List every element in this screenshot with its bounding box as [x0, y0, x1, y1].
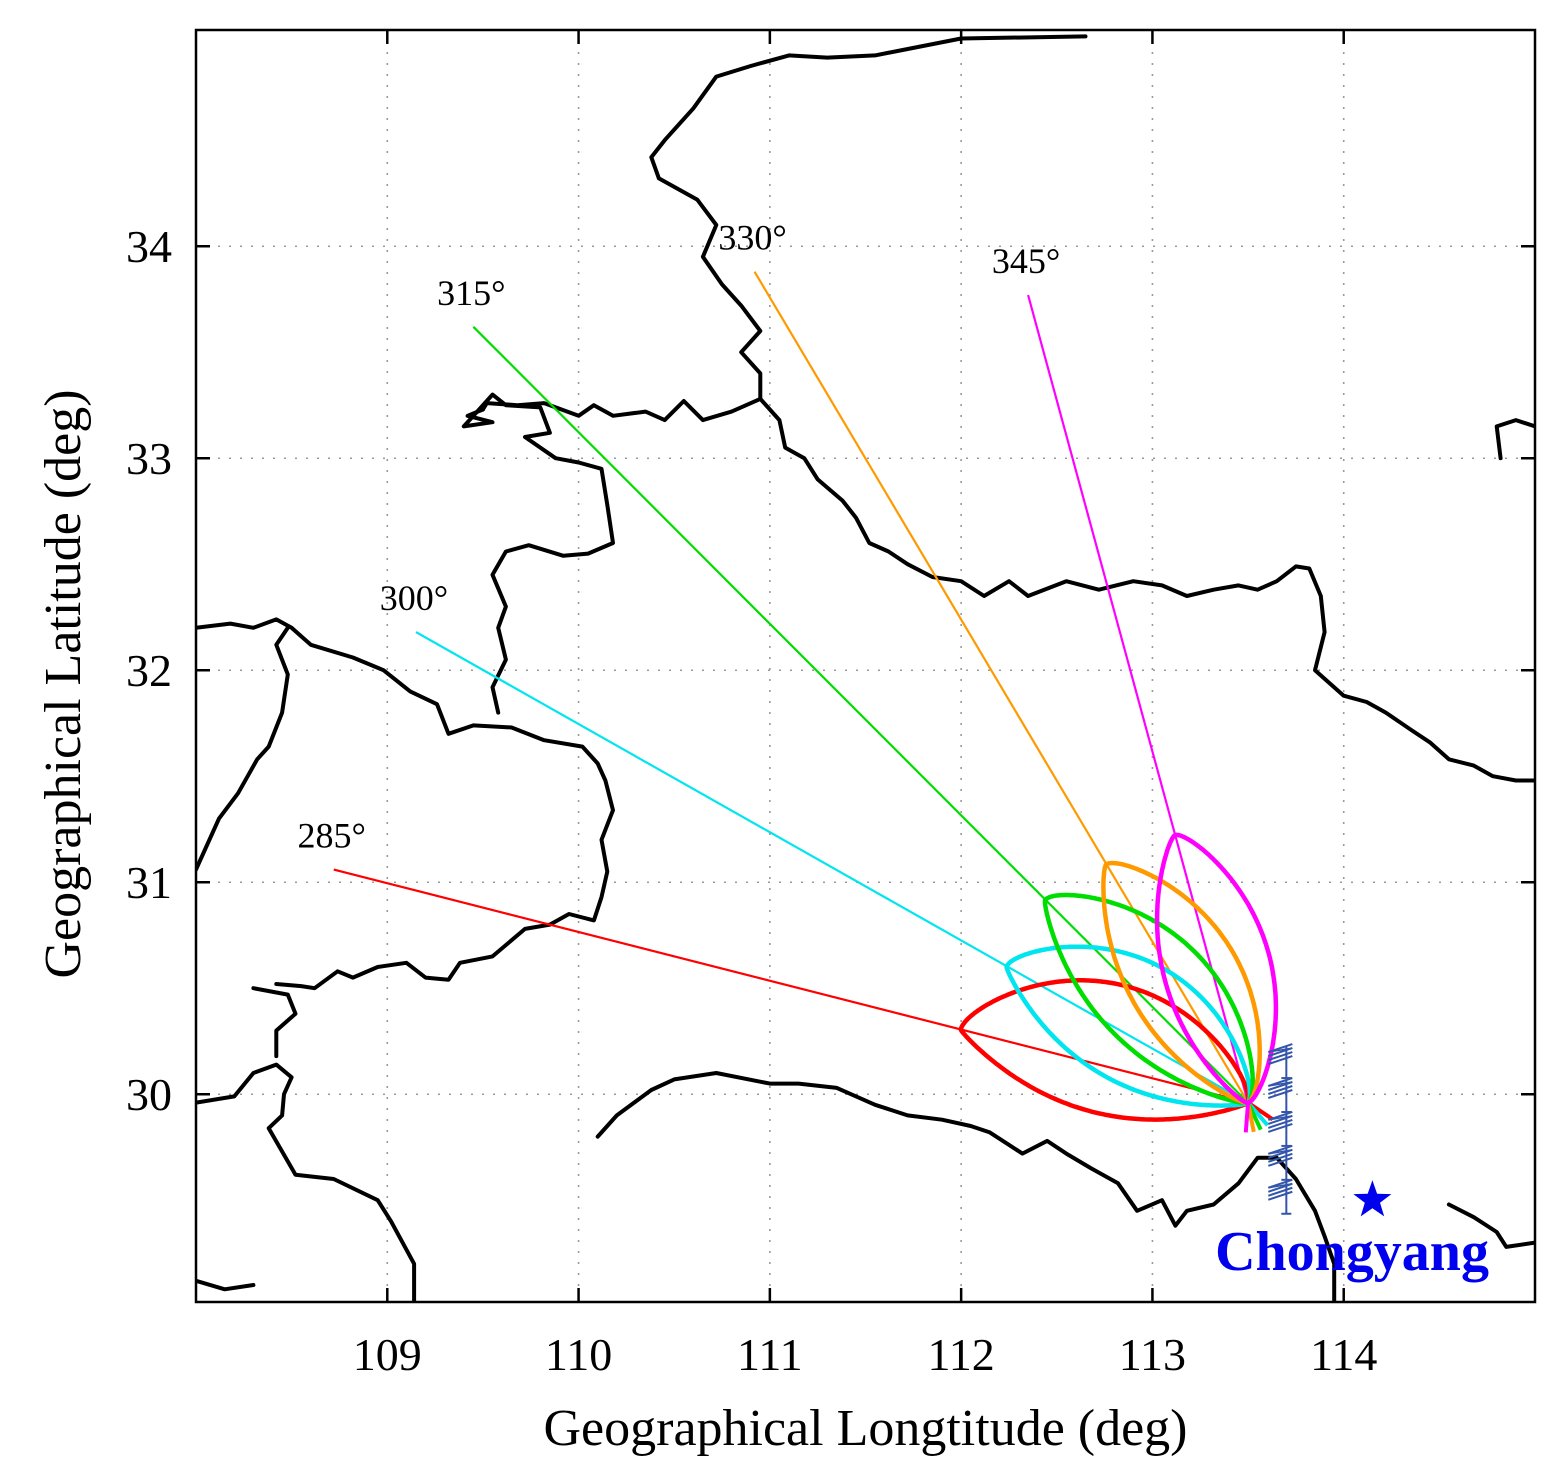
x-tick-label-1: 110 — [545, 1329, 612, 1380]
y-tick-label-1: 31 — [126, 857, 172, 908]
antenna-element-icon-1 — [1268, 1077, 1293, 1113]
beam-label-300: 300° — [380, 578, 448, 618]
province-border-3 — [196, 625, 290, 872]
province-border-7 — [649, 34, 1088, 401]
province-border-4 — [461, 392, 615, 715]
y-tick-label-4: 34 — [126, 221, 172, 272]
province-border-9 — [1446, 1202, 1535, 1249]
beam-label-315: 315° — [437, 273, 505, 313]
province-borders — [196, 34, 1535, 1302]
province-border-1 — [251, 986, 298, 1059]
beam-lobe-330 — [1101, 860, 1262, 1106]
x-axis-title: Geographical Longtitude (deg) — [544, 1400, 1188, 1457]
beam-lobe-300 — [1004, 944, 1253, 1108]
star-icon — [1353, 1180, 1392, 1217]
x-tick-label-5: 114 — [1310, 1329, 1377, 1380]
beam-backlobe-345 — [1243, 1102, 1251, 1133]
province-border-6 — [1494, 418, 1535, 461]
province-border-5 — [480, 396, 1535, 783]
y-axis-title: Geographical Latitude (deg) — [35, 389, 92, 978]
province-border-2 — [196, 617, 615, 991]
x-tick-label-4: 113 — [1119, 1329, 1186, 1380]
y-tick-label-0: 30 — [126, 1069, 172, 1120]
beam-label-285: 285° — [298, 816, 366, 856]
province-border-0 — [196, 1062, 417, 1302]
axis-ticks: 109 110 111 112 113 114 30 31 32 33 34 — [126, 30, 1535, 1380]
antenna-element-icon-3 — [1268, 1144, 1293, 1181]
beam-label-345: 345° — [992, 241, 1060, 281]
station-name-label: Chongyang — [1215, 1221, 1489, 1283]
plot-frame — [194, 28, 1537, 1304]
beam-labels: 285° 300° 315° 330° 345° — [298, 218, 1061, 856]
antenna-element-icon-0 — [1268, 1043, 1293, 1080]
y-tick-label-2: 32 — [126, 645, 172, 696]
beam-lobe-315 — [1042, 892, 1256, 1106]
y-tick-label-3: 33 — [126, 433, 172, 484]
beam-line-330 — [753, 271, 1250, 1104]
beam-lines — [333, 271, 1250, 1104]
grid-lines — [196, 30, 1535, 1302]
station-marker: Chongyang — [1215, 1180, 1489, 1283]
beam-lobe-285 — [958, 978, 1251, 1122]
x-tick-label-2: 111 — [737, 1329, 803, 1380]
province-border-10 — [196, 1278, 256, 1292]
x-tick-label-0: 109 — [353, 1329, 422, 1380]
antenna-element-icon-4 — [1268, 1178, 1293, 1215]
x-tick-label-3: 112 — [927, 1329, 994, 1380]
antenna-element-icon-2 — [1268, 1110, 1293, 1147]
beam-lobe-345 — [1154, 832, 1279, 1106]
province-border-8 — [595, 1071, 1337, 1302]
antenna-array-icon — [1268, 1043, 1293, 1215]
beam-lobes — [958, 832, 1279, 1133]
beam-label-330: 330° — [718, 218, 786, 258]
beam-line-300 — [415, 631, 1249, 1104]
beam-line-285 — [333, 868, 1249, 1104]
